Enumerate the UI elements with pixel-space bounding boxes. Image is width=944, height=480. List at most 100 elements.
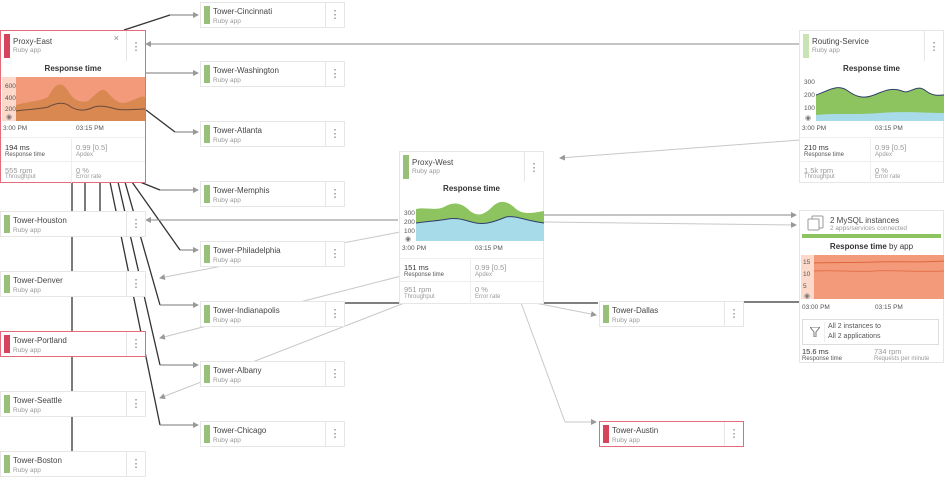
- apdex-value: 0.99 [0.5]: [76, 143, 108, 152]
- more-menu-icon[interactable]: ⋮: [325, 182, 344, 206]
- node-tower-atlanta[interactable]: Tower-Atlanta Ruby app ⋮: [200, 121, 345, 147]
- chart-title-bold: Response time: [829, 242, 887, 251]
- more-menu-icon[interactable]: ⋮: [126, 272, 145, 296]
- node-tower-portland[interactable]: Tower-Portland Ruby app ⋮: [0, 331, 146, 357]
- node-tower-austin[interactable]: Tower-Austin Ruby app ⋮: [599, 421, 744, 447]
- chart-left-band: [2, 77, 16, 121]
- rpm-label: Requests per minute: [874, 356, 930, 362]
- series-area-lower: [16, 84, 145, 121]
- x-tick-label: 03:15 PM: [475, 245, 503, 252]
- more-menu-icon[interactable]: ⋮: [126, 332, 145, 356]
- more-menu-icon[interactable]: ⋮: [325, 62, 344, 86]
- node-type: Ruby app: [13, 347, 41, 354]
- node-type: Ruby app: [213, 257, 241, 264]
- more-menu-icon[interactable]: ⋮: [325, 362, 344, 386]
- health-indicator: [4, 395, 10, 413]
- more-menu-icon[interactable]: ⋮: [325, 302, 344, 326]
- apdex-label: Apdex: [875, 152, 893, 158]
- node-tower-albany[interactable]: Tower-Albany Ruby app ⋮: [200, 361, 345, 387]
- response-time-label: Response time: [404, 272, 445, 278]
- y-tick-label: 200: [404, 219, 415, 226]
- card-routing-service[interactable]: Routing-Service Ruby app ⋮ Response time…: [799, 30, 944, 183]
- more-menu-icon[interactable]: ⋮: [325, 3, 344, 27]
- node-name: Tower-Memphis: [213, 186, 270, 195]
- response-time-value: 151 ms: [404, 263, 429, 272]
- x-tick-label: 3:00 PM: [3, 125, 28, 132]
- node-name: Tower-Indianapolis: [213, 306, 280, 315]
- health-indicator: [204, 425, 210, 443]
- filter-box[interactable]: All 2 instances to All 2 applications: [802, 319, 939, 345]
- y-tick-label: 15: [803, 259, 811, 266]
- y-tick-label: 600: [5, 83, 16, 90]
- node-name: Tower-Boston: [13, 456, 62, 465]
- more-menu-icon[interactable]: ⋮: [524, 152, 543, 182]
- divider: [1, 161, 145, 162]
- card-proxy-west[interactable]: Proxy-West Ruby app ⋮ Response time 300 …: [399, 151, 544, 304]
- card-proxy-east[interactable]: Proxy-East Ruby app × ⋮ Response time 60…: [0, 30, 146, 183]
- node-name: Tower-Cincinnati: [213, 7, 273, 16]
- health-indicator: [603, 305, 609, 323]
- node-name: Tower-Chicago: [213, 426, 267, 435]
- apdex-value: 0.99 [0.5]: [875, 143, 907, 152]
- node-name: Tower-Albany: [213, 366, 262, 375]
- more-menu-icon[interactable]: ⋮: [325, 422, 344, 446]
- error-rate-value: 0 %: [875, 166, 888, 175]
- series-area-lower: [816, 112, 944, 121]
- more-menu-icon[interactable]: ⋮: [126, 212, 145, 236]
- health-indicator: [4, 34, 10, 58]
- rpm-value: 734 rpm: [874, 347, 902, 356]
- node-tower-houston[interactable]: Tower-Houston Ruby app ⋮: [0, 211, 146, 237]
- more-menu-icon[interactable]: ⋮: [126, 392, 145, 416]
- node-tower-indianapolis[interactable]: Tower-Indianapolis Ruby app ⋮: [200, 301, 345, 327]
- x-tick-label: 03:15 PM: [875, 125, 903, 132]
- eye-icon[interactable]: ◉: [805, 115, 812, 122]
- node-tower-seattle[interactable]: Tower-Seattle Ruby app ⋮: [0, 391, 146, 417]
- chart-title: Response time: [843, 64, 900, 73]
- node-tower-philadelphia[interactable]: Tower-Philadelphia Ruby app ⋮: [200, 241, 345, 267]
- divider: [400, 258, 543, 259]
- card-mysql-instances[interactable]: 2 MySQL instances 2 apps/services connec…: [799, 210, 944, 363]
- response-time-chart: [416, 201, 544, 241]
- y-tick-label: 100: [804, 105, 815, 112]
- node-tower-denver[interactable]: Tower-Denver Ruby app ⋮: [0, 271, 146, 297]
- node-type: Ruby app: [13, 287, 41, 294]
- more-menu-icon[interactable]: ⋮: [724, 422, 743, 446]
- node-tower-boston[interactable]: Tower-Boston Ruby app ⋮: [0, 451, 146, 477]
- node-tower-memphis[interactable]: Tower-Memphis Ruby app ⋮: [200, 181, 345, 207]
- eye-icon[interactable]: ◉: [6, 114, 13, 121]
- eye-icon[interactable]: ◉: [804, 293, 811, 300]
- more-menu-icon[interactable]: ⋮: [924, 31, 943, 61]
- series-line: [814, 260, 944, 264]
- throughput-label: Throughput: [404, 294, 435, 300]
- chart-title-suffix: by app: [886, 242, 914, 251]
- node-tower-chicago[interactable]: Tower-Chicago Ruby app ⋮: [200, 421, 345, 447]
- more-menu-icon[interactable]: ⋮: [724, 302, 743, 326]
- node-tower-washington[interactable]: Tower-Washington Ruby app ⋮: [200, 61, 345, 87]
- divider: [470, 260, 471, 304]
- health-indicator: [204, 125, 210, 143]
- node-tower-dallas[interactable]: Tower-Dallas Ruby app ⋮: [599, 301, 744, 327]
- more-menu-icon[interactable]: ⋮: [325, 122, 344, 146]
- response-time-value: 210 ms: [804, 143, 829, 152]
- node-type: Ruby app: [213, 137, 241, 144]
- response-time-value: 15.6 ms: [802, 347, 829, 356]
- mysql-title: 2 MySQL instances: [830, 216, 900, 225]
- node-name: Tower-Portland: [13, 336, 67, 345]
- x-tick-label: 03:00 PM: [802, 304, 830, 311]
- health-indicator: [204, 65, 210, 83]
- more-menu-icon[interactable]: ⋮: [325, 242, 344, 266]
- more-menu-icon[interactable]: ⋮: [126, 452, 145, 476]
- y-tick-label: 100: [404, 228, 415, 235]
- node-type: Ruby app: [213, 77, 241, 84]
- series-line: [814, 270, 944, 272]
- node-type: Ruby app: [213, 18, 241, 25]
- close-icon[interactable]: ×: [113, 33, 119, 43]
- eye-icon[interactable]: ◉: [405, 236, 412, 243]
- more-menu-icon[interactable]: ⋮: [126, 31, 145, 61]
- node-tower-cincinnati[interactable]: Tower-Cincinnati Ruby app ⋮: [200, 2, 345, 28]
- node-type: Ruby app: [412, 168, 440, 175]
- filter-line-1: All 2 instances to: [828, 323, 881, 330]
- health-indicator: [204, 6, 210, 24]
- divider: [800, 137, 943, 138]
- node-type: Ruby app: [13, 227, 41, 234]
